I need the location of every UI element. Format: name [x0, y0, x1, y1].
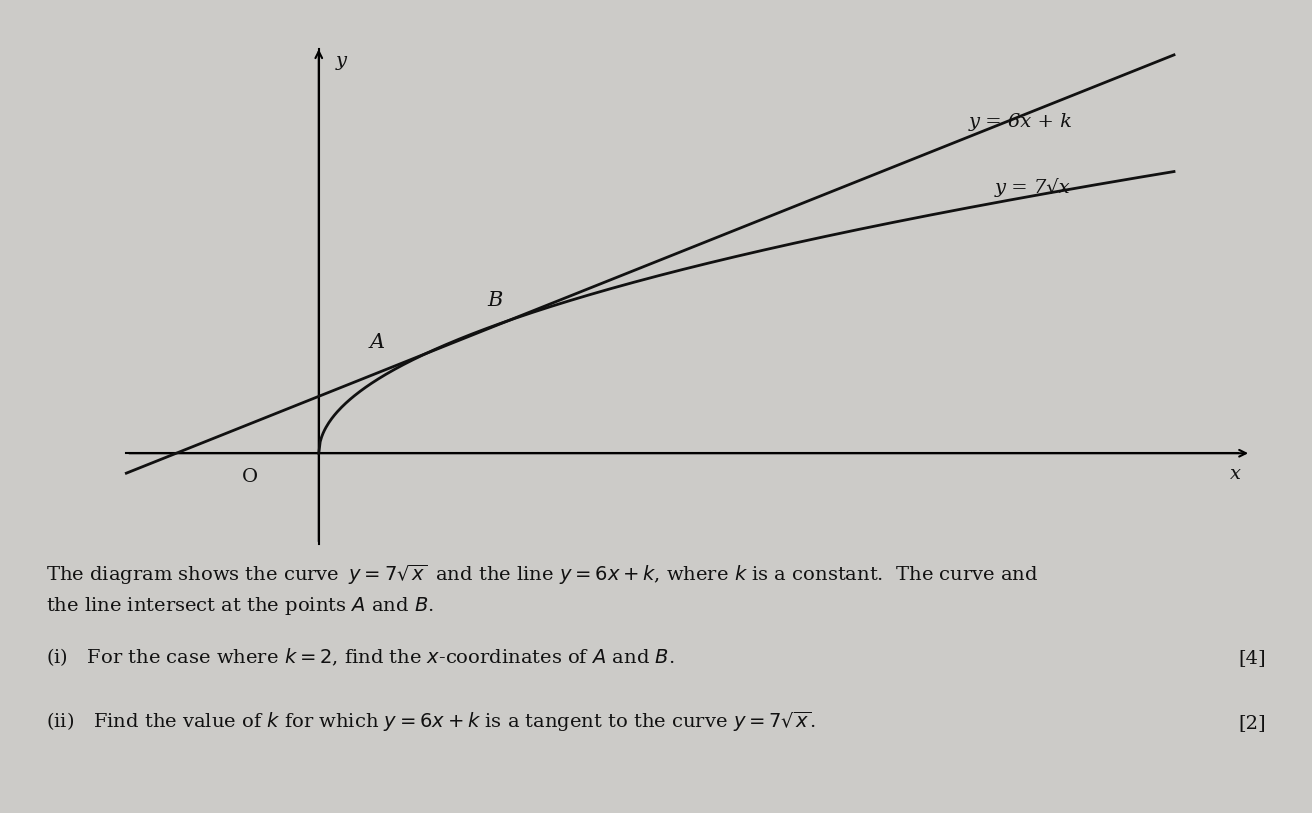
- Text: y: y: [336, 52, 346, 70]
- Text: O: O: [241, 467, 258, 485]
- Text: (i) For the case where $k = 2$, find the $x$-coordinates of $A$ and $B$.: (i) For the case where $k = 2$, find the…: [46, 646, 674, 667]
- Text: B: B: [488, 291, 502, 311]
- Text: the line intersect at the points $A$ and $B$.: the line intersect at the points $A$ and…: [46, 595, 434, 617]
- Text: x: x: [1229, 465, 1241, 483]
- Text: [2]: [2]: [1239, 714, 1266, 732]
- Text: A: A: [370, 333, 386, 352]
- Text: (ii) Find the value of $k$ for which $y = 6x + k$ is a tangent to the curve $y =: (ii) Find the value of $k$ for which $y …: [46, 710, 816, 733]
- Text: y = 7√x: y = 7√x: [994, 178, 1071, 197]
- Text: [4]: [4]: [1239, 649, 1266, 667]
- Text: The diagram shows the curve  $y = 7\sqrt{x}$  and the line $y = 6x + k$, where $: The diagram shows the curve $y = 7\sqrt{…: [46, 563, 1038, 587]
- Text: y = 6x + k: y = 6x + k: [968, 113, 1073, 131]
